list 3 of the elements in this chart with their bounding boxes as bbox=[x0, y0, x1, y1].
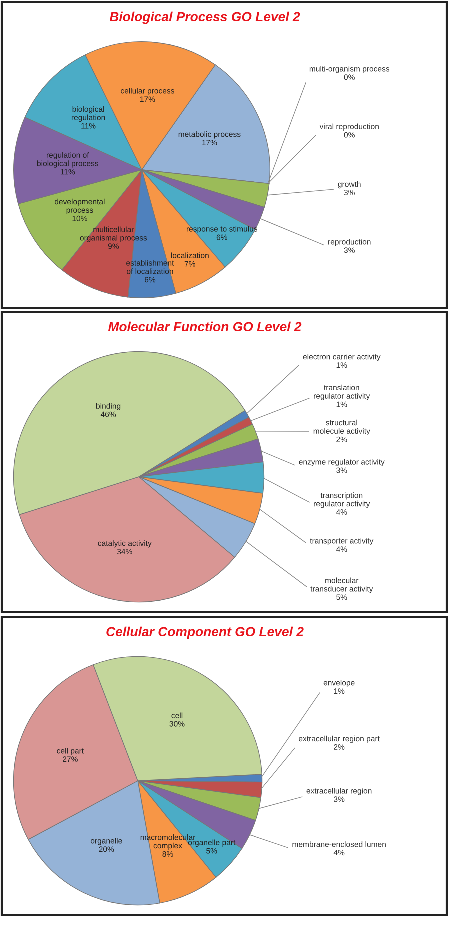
chart-title: Molecular Function GO Level 2 bbox=[108, 322, 302, 332]
chart-title: Cellular Component GO Level 2 bbox=[106, 626, 304, 640]
chart-title: Biological Process GO Level 2 bbox=[110, 12, 300, 24]
